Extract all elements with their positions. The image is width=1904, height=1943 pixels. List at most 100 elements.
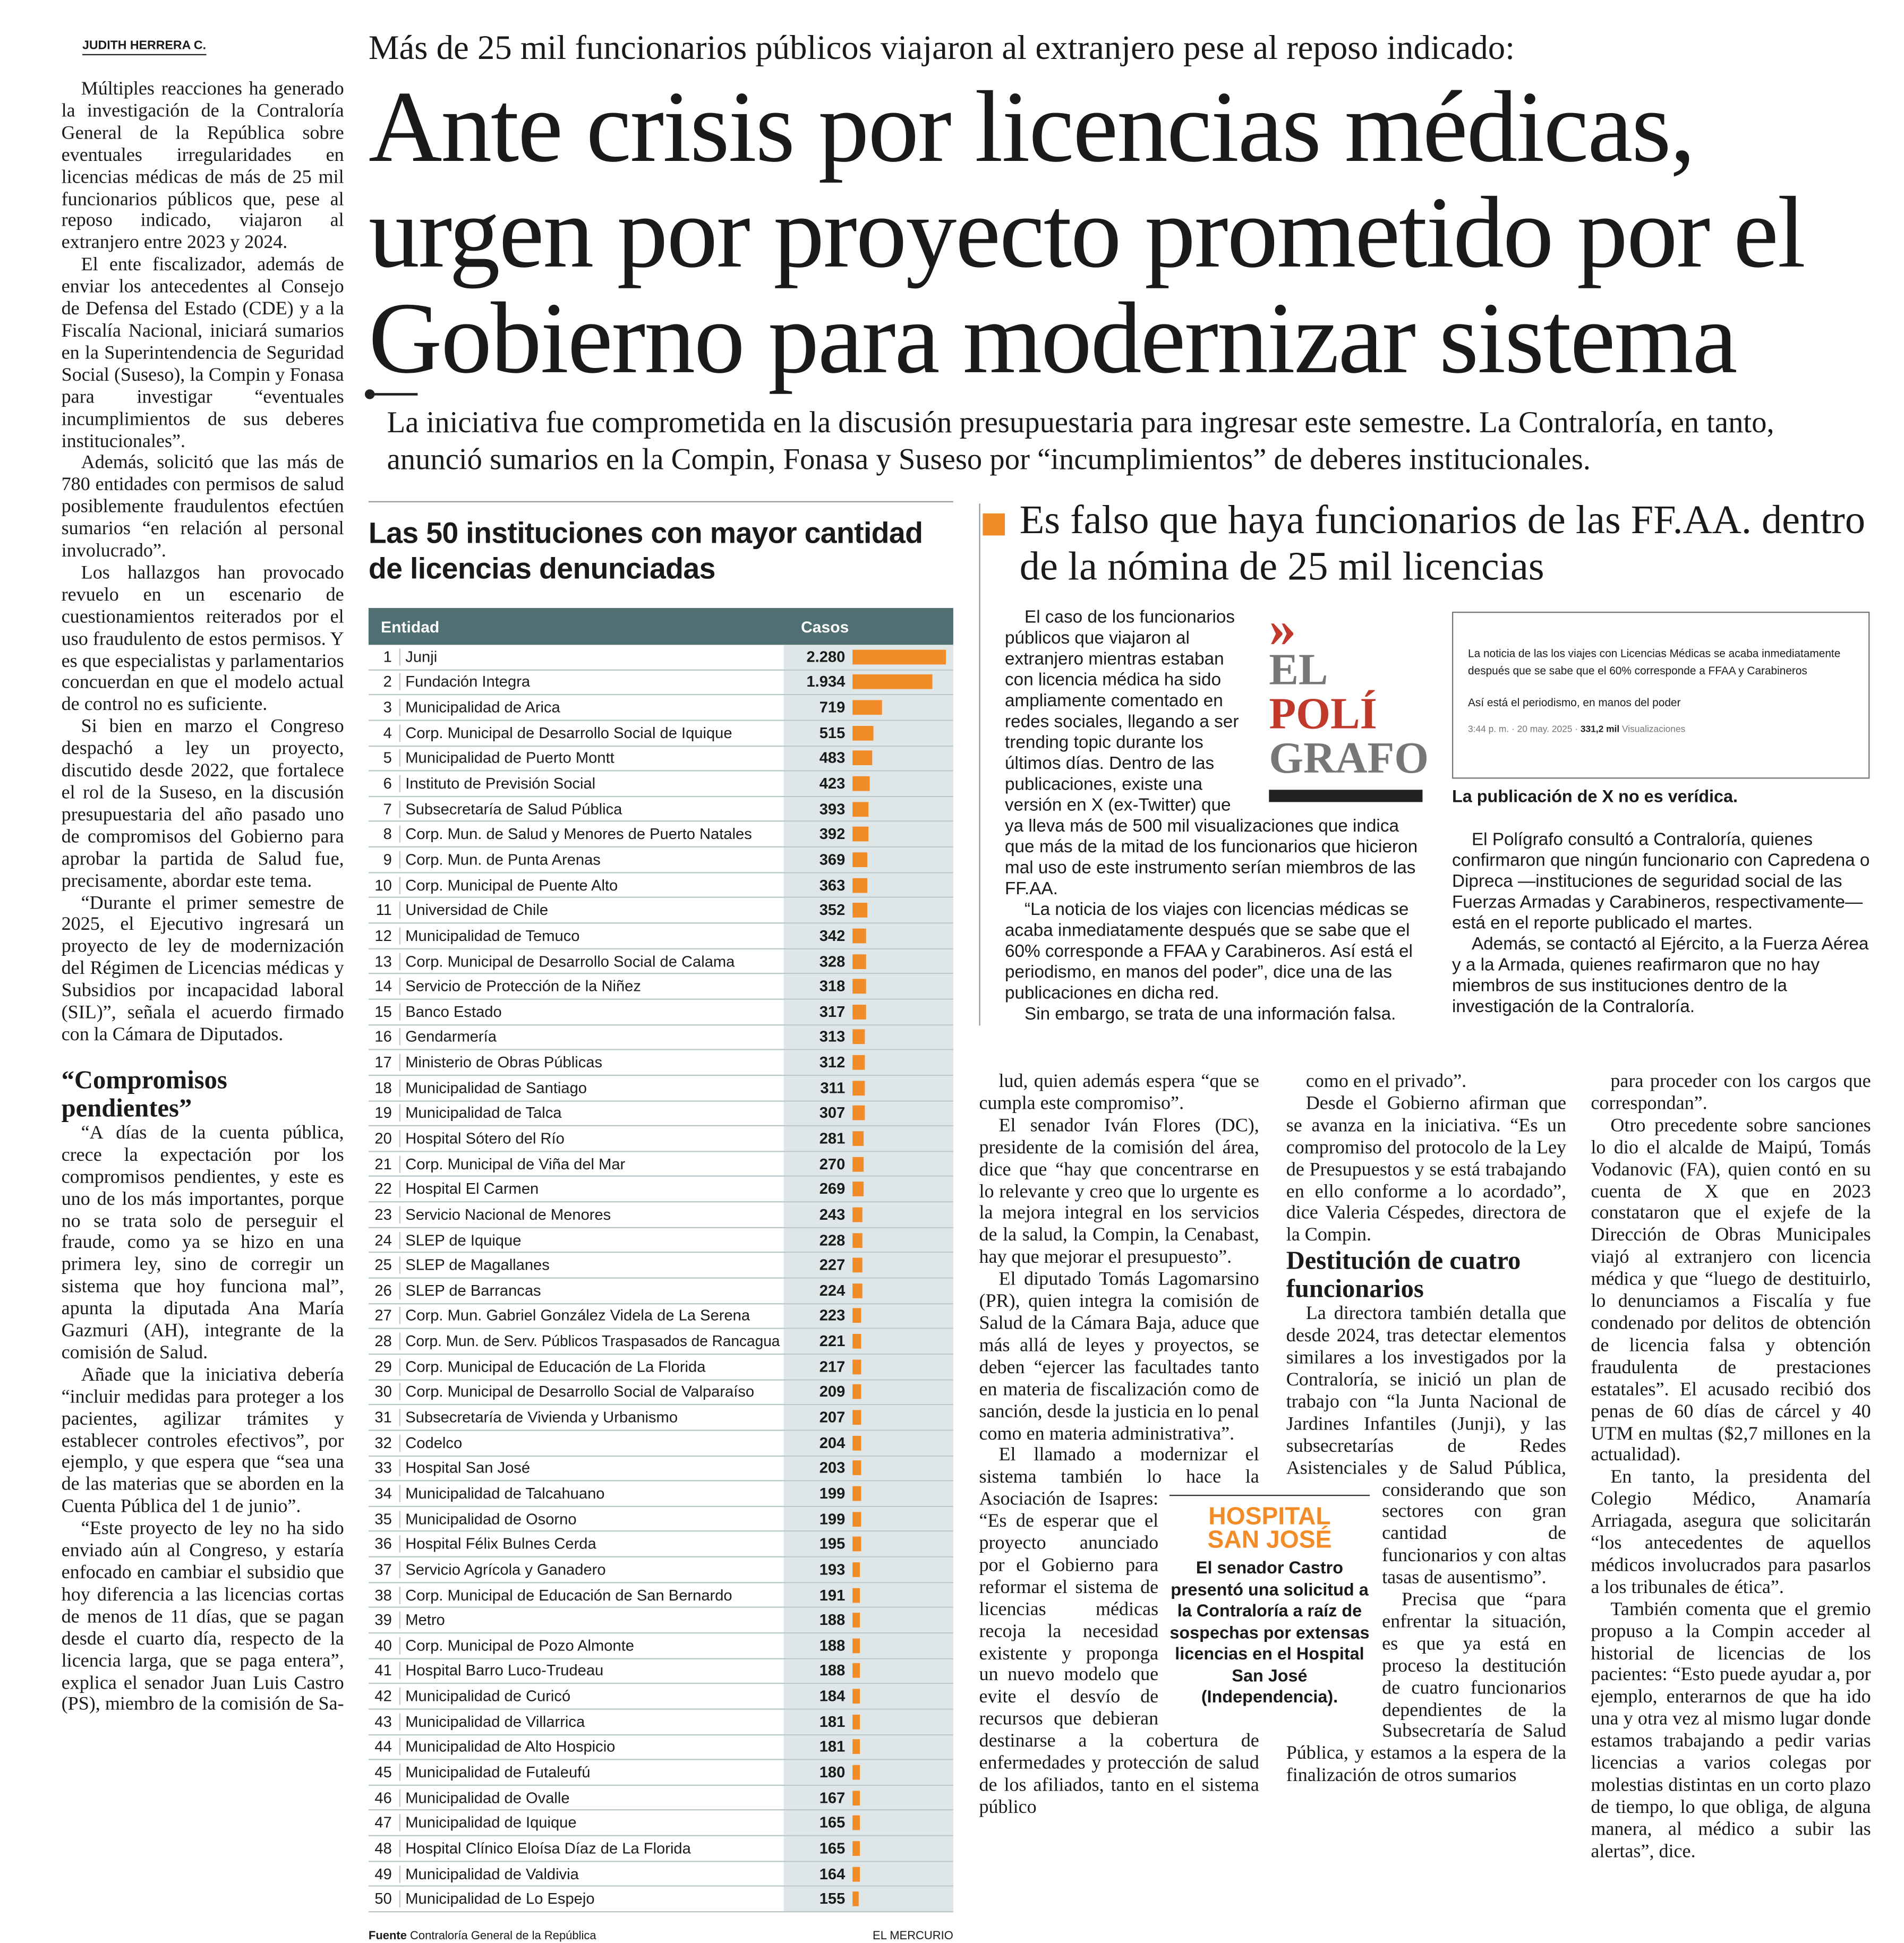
row-entity-cell: Hospital Clínico Eloísa Díaz de La Flori… [399, 1839, 784, 1858]
row-bar [852, 801, 869, 817]
row-value: 515 [819, 724, 846, 742]
row-entity: Municipalidad de Temuco [405, 927, 580, 945]
row-entity-cell: Servicio Agrícola y Ganadero [399, 1561, 784, 1578]
row-cases: 217 [783, 1355, 953, 1379]
row-bar [852, 827, 869, 842]
row-cases: 483 [783, 746, 953, 771]
row-entity-cell: Hospital Barro Luco-Trudeau [399, 1662, 784, 1680]
paragraph: para proceder con los cargos que corresp… [1591, 1071, 1871, 1114]
row-entity-cell: Subsecretaría de Vivienda y Urbanismo [399, 1409, 784, 1426]
row-rank: 41 [374, 1662, 392, 1680]
row-cases: 227 [783, 1253, 953, 1278]
row-rank: 22 [374, 1180, 392, 1198]
row-entity: Instituto de Previsión Social [405, 775, 596, 792]
row-bar [852, 1816, 859, 1831]
row-value: 164 [819, 1865, 846, 1882]
column-b: como en el privado”. Desde el Gobierno af… [1286, 1071, 1566, 1787]
orange-square-icon [983, 513, 1005, 536]
table-row: 28 Corp. Mun. de Serv. Públicos Traspasad… [368, 1329, 953, 1355]
table-row: 8 Corp. Mun. de Salud y Menores de Puerto… [368, 822, 953, 848]
row-value: 155 [819, 1890, 846, 1908]
row-rank: 12 [374, 927, 392, 945]
column-c: para proceder con los cargos que corresp… [1591, 1071, 1871, 1863]
table-row: 49 Municipalidad de Valdivia 164 [368, 1861, 953, 1887]
poligrafo-text: » EL POLÍ GRAFO El caso de los funcionar… [1005, 598, 1429, 1025]
row-bar [852, 1765, 860, 1780]
row-bar [852, 852, 868, 867]
row-entity: Hospital Sótero del Río [405, 1129, 565, 1148]
row-bar [852, 1891, 859, 1907]
poligrafo-title: Es falso que haya funcionarios de las FF… [1019, 499, 1866, 590]
row-bar [852, 1004, 866, 1020]
paragraph: Además, solicitó que las más de 780 enti… [61, 452, 344, 562]
row-rank: 8 [383, 826, 392, 843]
table-row: 14 Servicio de Protección de la Niñez 318 [368, 974, 953, 1000]
row-cases: 224 [783, 1278, 953, 1303]
row-value: 223 [819, 1307, 846, 1325]
row-rank: 24 [374, 1231, 392, 1249]
row-value: 318 [819, 978, 846, 995]
paragraph: El senador Iván Flores (DC), presidente … [979, 1115, 1259, 1268]
row-value: 312 [819, 1054, 846, 1072]
row-entity: Corp. Municipal de Educación de La Flori… [405, 1358, 706, 1375]
table-row: 29 Corp. Municipal de Educación de La Flo… [368, 1355, 953, 1380]
row-value: 281 [819, 1129, 846, 1148]
row-entity: Corp. Mun. de Salud y Menores de Puerto … [405, 826, 752, 843]
poligrafo-wide: de 500 mil visualizaciones que indica qu… [1005, 817, 1418, 900]
row-entity-cell: Corp. Municipal de Educación de San Bern… [399, 1586, 784, 1604]
poligrafo-border [979, 503, 980, 1026]
row-bar [852, 1866, 859, 1881]
row-rank: 5 [383, 749, 392, 767]
table-top-rule [368, 501, 953, 503]
row-value: 311 [820, 1079, 846, 1097]
row-entity: Corp. Municipal de Viña del Mar [405, 1155, 626, 1173]
table-row: 34 Municipalidad de Talcahuano 199 [368, 1481, 953, 1507]
row-cases: 342 [783, 923, 953, 948]
row-rank: 14 [374, 978, 392, 995]
row-value: 203 [819, 1459, 846, 1477]
table-row: 1 Junji 2.280 [368, 645, 953, 671]
row-entity-cell: Fundación Integra [399, 673, 784, 691]
row-bar [852, 725, 874, 741]
row-rank: 25 [374, 1256, 392, 1274]
row-entity-cell: Universidad de Chile [399, 902, 784, 919]
row-bar [852, 1587, 861, 1603]
row-rank: 7 [383, 800, 392, 818]
table-row: 19 Municipalidad de Talca 307 [368, 1101, 953, 1127]
row-rank: 21 [374, 1155, 392, 1173]
row-cases: 228 [783, 1228, 953, 1252]
col-cases-header: Casos [801, 617, 849, 636]
row-entity-cell: Municipalidad de Valdivia [399, 1865, 784, 1882]
row-cases: 363 [783, 873, 953, 897]
row-entity: Corp. Municipal de Educación de San Bern… [405, 1586, 732, 1604]
row-entity-cell: Hospital Félix Bulnes Cerda [399, 1535, 784, 1553]
row-entity: Municipalidad de Santiago [405, 1079, 587, 1097]
row-cases: 243 [783, 1202, 953, 1227]
row-cases: 270 [783, 1152, 953, 1176]
row-bar [852, 1131, 864, 1146]
row-rank: 49 [374, 1865, 392, 1882]
row-rank: 26 [374, 1282, 392, 1299]
row-rank: 43 [374, 1713, 392, 1731]
row-entity: Municipalidad de Iquique [405, 1814, 577, 1832]
row-bar [852, 674, 932, 690]
table-row: 3 Municipalidad de Arica 719 [368, 695, 953, 721]
logo-line: EL [1269, 645, 1328, 694]
source: Contraloría General de la República [410, 1929, 596, 1943]
row-entity: Corp. Mun. Gabriel González Videla de La… [405, 1307, 750, 1325]
row-rank: 32 [374, 1434, 392, 1452]
row-entity: Junji [405, 648, 438, 666]
row-entity-cell: Municipalidad de Ovalle [399, 1789, 784, 1807]
row-entity-cell: Corp. Municipal de Desarrollo Social de … [399, 724, 784, 742]
row-value: 317 [819, 1003, 846, 1021]
row-entity: Servicio Nacional de Menores [405, 1206, 611, 1223]
row-cases: 165 [783, 1811, 953, 1835]
row-bar [852, 1613, 860, 1628]
row-bar [852, 1156, 864, 1171]
paragraph: Si bien en marzo el Congreso despachó a … [61, 716, 344, 892]
chevrons-icon: » [1269, 598, 1296, 658]
source-label: Fuente [368, 1929, 407, 1943]
row-bar [852, 1435, 861, 1450]
row-cases: 165 [783, 1836, 953, 1861]
row-entity: Municipalidad de Curicó [405, 1688, 571, 1705]
